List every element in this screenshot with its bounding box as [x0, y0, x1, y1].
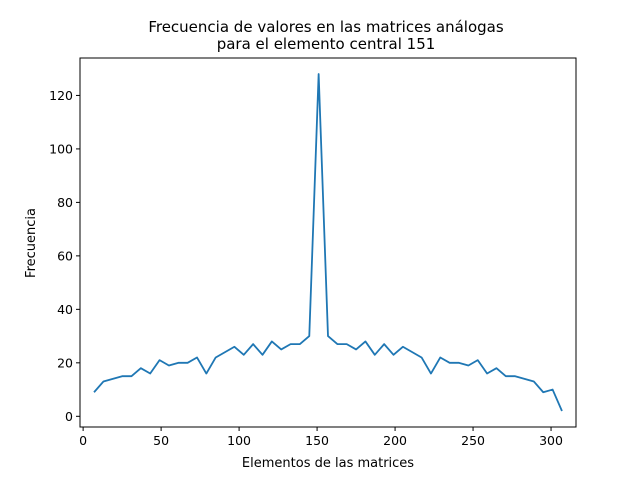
chart-title-line-2: para el elemento central 151 [217, 35, 436, 53]
y-tick-label: 0 [65, 409, 73, 424]
x-tick-label: 150 [305, 433, 329, 448]
y-tick-label: 40 [57, 302, 73, 317]
x-tick-label: 0 [79, 433, 87, 448]
y-tick-label: 20 [57, 355, 73, 370]
x-axis: 0 50 100 150 200 250 300 [79, 427, 563, 448]
series-line [93, 73, 563, 412]
x-tick-label: 200 [383, 433, 407, 448]
plot-frame [79, 57, 577, 428]
x-tick-label: 100 [227, 433, 251, 448]
y-axis: 0 20 40 60 80 100 120 [49, 88, 80, 424]
x-tick-label: 250 [461, 433, 485, 448]
y-tick-label: 60 [57, 248, 73, 263]
y-tick-label: 120 [49, 88, 73, 103]
chart-title-line-1: Frecuencia de valores en las matrices an… [148, 18, 504, 36]
x-tick-label: 50 [153, 433, 169, 448]
y-tick-label: 80 [57, 195, 73, 210]
x-axis-label: Elementos de las matrices [242, 456, 414, 471]
x-tick-label: 300 [539, 433, 563, 448]
plot-area [93, 73, 563, 412]
y-tick-label: 100 [49, 141, 73, 156]
y-axis-label: Frecuencia [24, 208, 39, 278]
